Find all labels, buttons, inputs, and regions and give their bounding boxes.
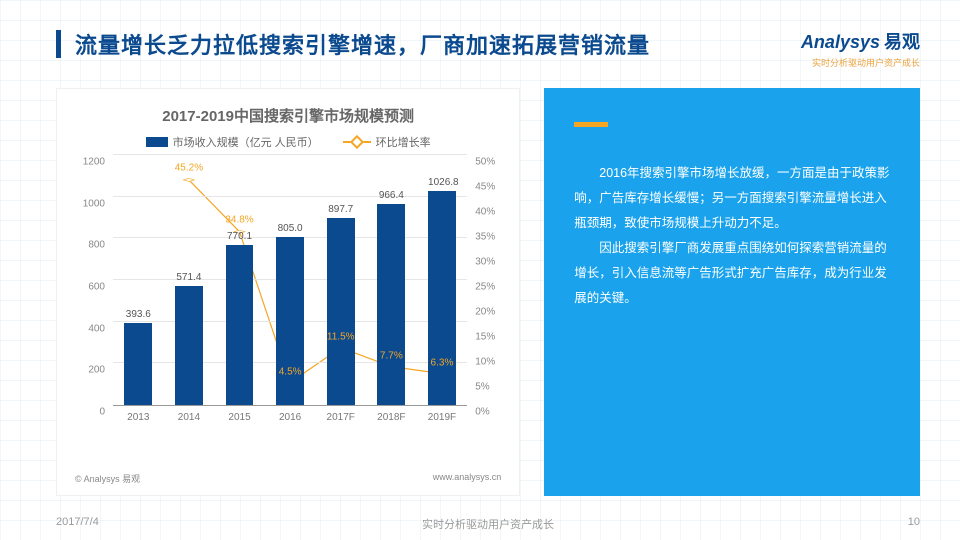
chart-attrib-left: © Analysys 易观 bbox=[75, 472, 140, 485]
legend-line-label: 环比增长率 bbox=[376, 134, 431, 150]
logo-text: Analysys易观 bbox=[801, 28, 920, 54]
legend-line-swatch bbox=[343, 141, 371, 143]
page-title: 流量增长乏力拉低搜索引擎增速，厂商加速拓展营销流量 bbox=[75, 28, 650, 60]
x-category: 2018F bbox=[377, 412, 405, 423]
footer-date: 2017/7/4 bbox=[56, 516, 99, 528]
x-category: 2014 bbox=[178, 412, 200, 423]
bar-value-label: 1026.8 bbox=[428, 177, 456, 188]
gridline bbox=[113, 154, 467, 155]
bar: 393.6 bbox=[124, 323, 152, 405]
legend-bar-label: 市场收入规模（亿元 人民币） bbox=[173, 134, 319, 150]
bar: 571.4 bbox=[175, 286, 203, 405]
y2-tick: 10% bbox=[475, 357, 505, 368]
y2-tick: 25% bbox=[475, 282, 505, 293]
line-value-label: 6.3% bbox=[431, 357, 454, 368]
y1-tick: 400 bbox=[71, 323, 105, 334]
accent-bar bbox=[574, 122, 608, 127]
y1-tick: 800 bbox=[71, 240, 105, 251]
bar-value-label: 770.1 bbox=[226, 231, 254, 242]
y2-tick: 50% bbox=[475, 157, 505, 168]
footer-page: 10 bbox=[908, 516, 920, 528]
y1-tick: 1000 bbox=[71, 198, 105, 209]
bar: 1026.8 bbox=[428, 191, 456, 405]
bar: 966.4 bbox=[377, 204, 405, 405]
y2-tick: 5% bbox=[475, 382, 505, 393]
bar: 805.0 bbox=[276, 237, 304, 405]
x-category: 2017F bbox=[327, 412, 355, 423]
logo-en: Analysys bbox=[801, 32, 880, 52]
y2-tick: 20% bbox=[475, 307, 505, 318]
chart-panel: 2017-2019中国搜索引擎市场规模预测 市场收入规模（亿元 人民币） 环比增… bbox=[56, 88, 520, 496]
line-value-label: 4.5% bbox=[279, 366, 302, 377]
bar-value-label: 571.4 bbox=[175, 272, 203, 283]
y2-tick: 0% bbox=[475, 407, 505, 418]
bar-value-label: 966.4 bbox=[377, 190, 405, 201]
line-value-label: 45.2% bbox=[175, 162, 203, 173]
gridline bbox=[113, 196, 467, 197]
content-row: 2017-2019中国搜索引擎市场规模预测 市场收入规模（亿元 人民币） 环比增… bbox=[56, 88, 920, 496]
y1-tick: 1200 bbox=[71, 157, 105, 168]
bar-value-label: 897.7 bbox=[327, 204, 355, 215]
paragraph-2: 因此搜索引擎厂商发展重点围绕如何探索营销流量的增长，引入信息流等广告形式扩充广告… bbox=[574, 236, 890, 311]
y1-tick: 200 bbox=[71, 365, 105, 376]
y2-tick: 35% bbox=[475, 232, 505, 243]
legend-line: 环比增长率 bbox=[343, 134, 431, 150]
legend-bar-swatch bbox=[146, 137, 168, 147]
y1-tick: 0 bbox=[71, 407, 105, 418]
x-category: 2013 bbox=[127, 412, 149, 423]
chart-legend: 市场收入规模（亿元 人民币） 环比增长率 bbox=[75, 134, 501, 150]
bar: 770.1 bbox=[226, 245, 254, 405]
y2-tick: 40% bbox=[475, 207, 505, 218]
legend-bar: 市场收入规模（亿元 人民币） bbox=[146, 134, 319, 150]
page-footer: 2017/7/4 实时分析驱动用户资产成长 10 bbox=[56, 516, 920, 528]
y2-tick: 45% bbox=[475, 182, 505, 193]
line-value-label: 34.8% bbox=[225, 214, 253, 225]
x-category: 2019F bbox=[428, 412, 456, 423]
logo-cn: 易观 bbox=[884, 32, 920, 52]
x-category: 2015 bbox=[228, 412, 250, 423]
logo-tagline: 实时分析驱动用户资产成长 bbox=[801, 56, 920, 69]
title-accent-bar bbox=[56, 30, 61, 58]
bar-value-label: 805.0 bbox=[276, 223, 304, 234]
header: 流量增长乏力拉低搜索引擎增速，厂商加速拓展营销流量 Analysys易观 实时分… bbox=[56, 28, 920, 69]
footer-center: 实时分析驱动用户资产成长 bbox=[422, 516, 554, 532]
plot-area: 393.6 2013 571.4 2014 770.1 2015 805.0 2016 897.… bbox=[75, 156, 501, 426]
chart-title: 2017-2019中国搜索引擎市场规模预测 bbox=[75, 105, 501, 126]
bar-value-label: 393.6 bbox=[124, 309, 152, 320]
paragraph-1: 2016年搜索引擎市场增长放缓，一方面是由于政策影响，广告库存增长缓慢；另一方面… bbox=[574, 161, 890, 236]
y2-tick: 15% bbox=[475, 332, 505, 343]
plot: 393.62013571.42014770.12015805.02016897.… bbox=[113, 156, 467, 406]
chart-attrib-right: www.analysys.cn bbox=[433, 472, 502, 485]
line-value-label: 11.5% bbox=[327, 331, 355, 342]
title-wrap: 流量增长乏力拉低搜索引擎增速，厂商加速拓展营销流量 bbox=[56, 28, 650, 60]
y1-tick: 600 bbox=[71, 282, 105, 293]
y2-tick: 30% bbox=[475, 257, 505, 268]
commentary-panel: 2016年搜索引擎市场增长放缓，一方面是由于政策影响，广告库存增长缓慢；另一方面… bbox=[544, 88, 920, 496]
chart-footer: © Analysys 易观 www.analysys.cn bbox=[75, 472, 501, 485]
bar: 897.7 bbox=[327, 218, 355, 405]
brand-logo: Analysys易观 实时分析驱动用户资产成长 bbox=[801, 28, 920, 69]
x-category: 2016 bbox=[279, 412, 301, 423]
line-value-label: 7.7% bbox=[380, 350, 403, 361]
